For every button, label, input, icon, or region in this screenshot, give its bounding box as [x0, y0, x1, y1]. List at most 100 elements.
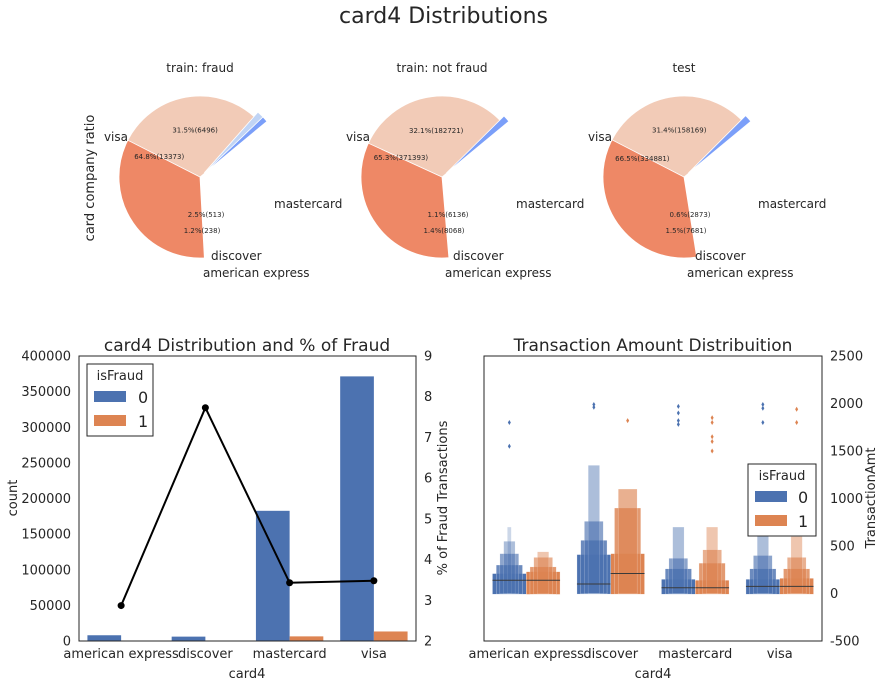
boxen-box-american-express-isfraud-1 [537, 551, 550, 595]
boxen-outlier-discover-isfraud-1 [626, 418, 630, 424]
boxen-xtick-label: discover [583, 647, 638, 662]
boxen-outlier-visa-isfraud-0 [761, 420, 765, 425]
pie-pct-label: 1.1%(6136) [427, 211, 468, 219]
boxen-outlier-mastercard-isfraud-1 [710, 448, 714, 454]
boxen-legend-label-0: 0 [798, 488, 808, 507]
pie-chart-train-not-fraud: train: not fraud 65.3%(371393) visa 32.1%(… [346, 61, 584, 280]
boxen-outlier-discover-isfraud-0 [592, 401, 596, 407]
bar-mastercard-isfraud-1 [289, 636, 324, 641]
boxen-box-discover-isfraud-0 [584, 521, 604, 594]
bar-ytick-label: 200000 [21, 492, 71, 507]
bar-xtick-label: discover [178, 647, 233, 662]
bar-y2tick-label: 7 [424, 431, 432, 446]
bar-y2tick-label: 8 [424, 390, 432, 405]
boxen-xtick-label: visa [767, 647, 793, 662]
pie-title: test [672, 61, 695, 75]
pie-slice-american-express [204, 116, 268, 174]
boxen-ytick-label: 0 [830, 587, 838, 602]
bar-ytick-label: 0 [63, 635, 71, 650]
fraud-pct-point-visa [370, 577, 378, 585]
pie-label-visa: visa [588, 130, 612, 144]
boxen-outlier-mastercard-isfraud-1 [710, 420, 714, 425]
boxen-outlier-mastercard-isfraud-0 [676, 421, 680, 427]
pie-slice-american-express [688, 115, 752, 174]
pie-label-mastercard: mastercard [758, 197, 826, 211]
pie-pct-label: 31.5%(6496) [172, 127, 218, 135]
boxen-outlier-american-express-isfraud-0 [507, 443, 511, 449]
pie-pct-label: 1.4%(8068) [423, 227, 464, 235]
bar-ylabel: count [6, 480, 21, 517]
boxen-box-mastercard-isfraud-1 [706, 526, 719, 594]
pie-chart-train-fraud: train: fraud card company ratio 64.8%(13… [83, 61, 342, 280]
pie-pct-label: 1.5%(7681) [665, 227, 706, 235]
pie-label-american-express: american express [445, 266, 552, 280]
bar-xtick-label: visa [361, 647, 387, 662]
boxen-legend: isFraud 0 1 [747, 463, 817, 537]
boxen-box-american-express-isfraud-0 [507, 526, 512, 594]
pie-label-american-express: american express [687, 266, 794, 280]
boxen-ytick-label: 1500 [830, 445, 863, 460]
boxen-legend-label-1: 1 [798, 512, 808, 531]
fraud-pct-line [120, 405, 374, 606]
bar-legend-swatch-1 [94, 415, 126, 426]
boxen-ytick-label: 2000 [830, 397, 863, 412]
boxen-outlier-mastercard-isfraud-1 [710, 415, 714, 421]
bar-mastercard-isfraud-0 [255, 510, 290, 641]
boxen-outlier-mastercard-isfraud-0 [676, 418, 680, 424]
bar-chart-title: card4 Distribution and % of Fraud [104, 336, 390, 356]
boxen-outlier-mastercard-isfraud-1 [710, 439, 714, 444]
boxen-plot-frame [483, 355, 823, 642]
pie-label-visa: visa [346, 130, 370, 144]
pie-label-american-express: american express [203, 266, 310, 280]
boxen-ytick-label: 1000 [830, 492, 863, 507]
bar-legend: isFraud 0 1 [86, 363, 154, 437]
pie-pct-label: 2.5%(513) [188, 211, 225, 219]
boxen-outlier-visa-isfraud-0 [761, 405, 765, 411]
boxen-outlier-discover-isfraud-0 [592, 404, 596, 410]
boxen-box-american-express-isfraud-0 [503, 541, 516, 594]
bar-ytick-label: 250000 [21, 456, 71, 471]
pie-pct-label: 64.8%(13373) [134, 153, 184, 161]
boxen-outlier-visa-isfraud-1 [795, 406, 799, 412]
pie-pct-label: 1.2%(238) [184, 227, 221, 235]
bar-ytick-label: 50000 [30, 599, 71, 614]
bar-legend-label-1: 1 [138, 412, 148, 431]
bar-legend-title: isFraud [97, 369, 144, 384]
bar-xtick-label: american express [63, 647, 179, 662]
boxen-box-visa-isfraud-0 [753, 555, 773, 595]
boxen-outlier-mastercard-isfraud-0 [676, 410, 680, 416]
bar-discover-isfraud-0 [171, 636, 206, 641]
bar-legend-swatch-0 [94, 391, 126, 402]
boxen-ylabel: TransactionAmt [864, 447, 879, 549]
boxen-xtick-label: mastercard [658, 647, 732, 662]
fraud-pct-point-american-express [117, 602, 125, 610]
boxen-box-discover-isfraud-1 [618, 488, 638, 595]
pie-chart-test: test 66.5%(334881) visa 31.4%(158169) maste… [588, 61, 826, 280]
pie-label-discover: discover [453, 249, 504, 263]
bar-y2tick-label: 6 [424, 472, 432, 487]
pie-label-discover: discover [695, 249, 746, 263]
boxen-legend-swatch-1 [755, 515, 787, 526]
bar-xtick-label: mastercard [253, 647, 327, 662]
pie-label-visa: visa [104, 130, 128, 144]
boxen-xtick-label: american express [469, 647, 585, 662]
pie-pct-label: 32.1%(182721) [409, 127, 464, 135]
boxen-legend-title: isFraud [759, 469, 806, 484]
boxen-outlier-mastercard-isfraud-1 [710, 434, 714, 440]
bar-ytick-label: 150000 [21, 528, 71, 543]
boxen-outlier-visa-isfraud-0 [761, 401, 765, 407]
pie-pct-label: 31.4%(158169) [652, 127, 707, 135]
bar-y2tick-label: 4 [424, 553, 432, 568]
boxen-legend-swatch-0 [755, 491, 787, 502]
boxen-ytick-label: 2500 [830, 350, 863, 365]
pie-pct-label: 66.5%(334881) [615, 155, 670, 163]
bar-y2tick-label: 9 [424, 350, 432, 365]
boxen-box-american-express-isfraud-1 [533, 557, 553, 595]
pie-pct-label: 0.6%(2873) [669, 211, 710, 219]
bar-y2tick-label: 3 [424, 594, 432, 609]
boxen-ytick-label: 500 [830, 540, 855, 555]
bar-y2tick-label: 5 [424, 512, 432, 527]
boxen-ytick-label: -500 [830, 635, 860, 650]
bar-american-express-isfraud-0 [87, 635, 122, 641]
boxen-xlabel: card4 [635, 667, 672, 682]
